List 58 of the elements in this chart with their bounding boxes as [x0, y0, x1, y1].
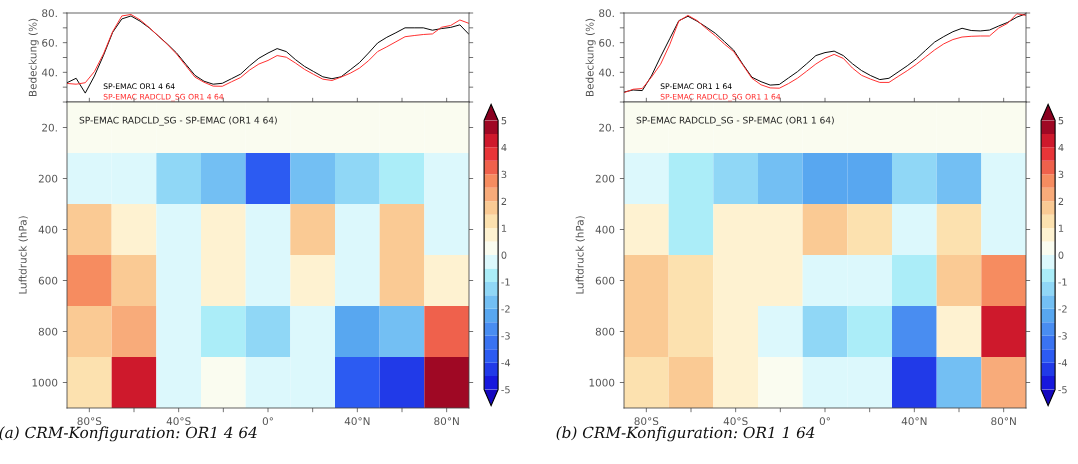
- color-bar-label: 1: [501, 224, 507, 232]
- y-tick-label: 800: [595, 327, 615, 336]
- y-axis-title: Luftdruck (hPa): [18, 216, 28, 294]
- color-bar-label: 2: [1058, 197, 1064, 205]
- text: SP-EMAC RADCLD_SG - SP-EMAC (OR1 4 64): [79, 116, 277, 126]
- color-bar-label: -5: [501, 386, 510, 394]
- y-axis-title: Bedeckung (%): [585, 18, 596, 97]
- x-tick-label: 80°S: [77, 417, 102, 426]
- x-tick-label: 80°S: [634, 417, 659, 426]
- x-tick-label: 0°: [819, 417, 830, 426]
- color-bar-label: 0: [1058, 251, 1064, 259]
- color-bar-label: -3: [1058, 332, 1067, 340]
- y-tick-label: 400: [595, 225, 615, 234]
- y-tick-label: 600: [38, 276, 58, 285]
- y-tick-label: 1000: [32, 378, 58, 387]
- color-bar-label: -5: [1058, 386, 1067, 394]
- color-bar-label: 5: [1058, 117, 1064, 125]
- y-tick-label: 200: [595, 174, 615, 183]
- x-tick-label: 80°N: [434, 417, 459, 426]
- color-bar-label: -3: [501, 332, 510, 340]
- color-bar-label: -2: [501, 305, 510, 313]
- y-axis-title: Luftdruck (hPa): [575, 216, 585, 294]
- color-bar-label: -2: [1058, 305, 1067, 313]
- x-tick-label: 40°N: [901, 417, 927, 426]
- color-bar-label: 5: [501, 117, 507, 125]
- color-bar-label: -1: [501, 278, 510, 286]
- color-bar-label: 3: [501, 170, 507, 179]
- y-tick-label: 60.: [42, 38, 57, 47]
- x-tick-label: 40°N: [344, 417, 370, 426]
- y-tick-label: 20.: [599, 123, 614, 132]
- color-bar-label: -1: [1058, 278, 1067, 286]
- y-axis-title: Bedeckung (%): [28, 18, 39, 97]
- x-tick-label: 80°N: [991, 417, 1016, 426]
- y-tick-label: 20.: [42, 123, 57, 132]
- color-bar-label: 2: [501, 197, 507, 205]
- color-bar-label: 4: [1058, 143, 1064, 152]
- color-bar-label: 1: [1058, 224, 1064, 232]
- y-tick-label: 40.: [598, 68, 614, 77]
- x-tick-label: 0°: [262, 417, 273, 426]
- y-tick-label: 600: [595, 276, 615, 285]
- color-bar-label: 0: [501, 251, 507, 259]
- y-tick-label: 1000: [589, 378, 615, 387]
- color-bar-label: -4: [1058, 359, 1068, 367]
- text: (a) CRM-Konfiguration: OR1 4 64: [0, 426, 257, 442]
- y-tick-label: 80.: [42, 9, 57, 18]
- text: SP-EMAC RADCLD_SG - SP-EMAC (OR1 1 64): [636, 116, 834, 126]
- x-tick-label: 40°S: [166, 417, 191, 426]
- y-tick-label: 40.: [41, 68, 57, 77]
- y-tick-label: 80.: [599, 9, 614, 18]
- y-tick-label: 400: [38, 225, 58, 234]
- y-tick-label: 800: [38, 327, 58, 336]
- x-tick-label: 40°S: [723, 417, 748, 426]
- color-bar-label: -4: [501, 359, 511, 367]
- color-bar-label: 4: [501, 143, 507, 152]
- y-tick-label: 200: [38, 174, 58, 183]
- color-bar-label: 3: [1058, 170, 1064, 179]
- y-tick-label: 60.: [599, 38, 614, 47]
- text: (b) CRM-Konfiguration: OR1 1 64: [556, 426, 815, 442]
